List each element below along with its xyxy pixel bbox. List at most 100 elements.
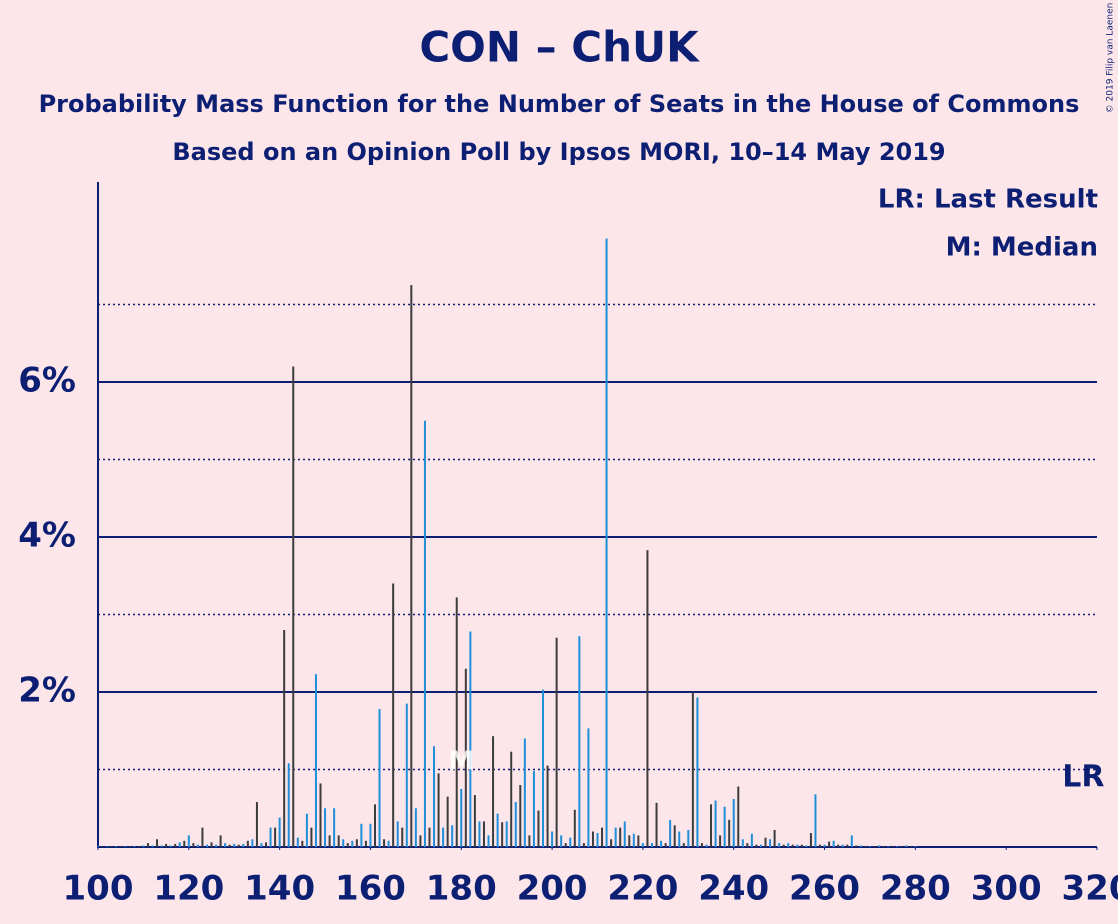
bar [210,842,213,847]
bar [628,835,631,847]
bar [228,844,231,847]
bar [696,697,699,847]
bar [396,821,399,847]
bar [151,845,154,847]
bar [305,813,308,847]
bar [319,783,322,847]
bar [832,840,835,847]
bar [691,691,694,847]
bar [546,765,549,847]
bar [914,846,917,847]
bar [841,844,844,847]
bar [460,788,463,847]
bar [705,844,708,847]
bar [773,829,776,847]
bar [433,746,436,847]
bar [128,846,131,847]
bar [864,846,867,847]
bar [887,846,890,847]
bar [664,843,667,847]
bar [560,835,563,847]
bar [601,827,604,847]
chart-title: CON – ChUK [419,23,700,72]
bar [137,846,140,847]
bar [778,843,781,847]
bar [900,846,903,847]
bar [891,846,894,847]
bar [501,822,504,847]
bar [442,827,445,847]
bar [542,689,545,847]
last-result-label: LR [1062,760,1104,795]
bar [582,843,585,847]
bar [97,846,99,847]
bar [846,844,849,847]
bar [796,844,799,847]
bar [464,668,467,847]
bar [410,285,413,847]
bar [650,843,653,847]
bar [405,703,408,847]
bar [324,808,327,847]
bar [719,835,722,847]
bar [610,839,613,847]
bar [487,835,490,847]
bar [187,835,190,847]
bar [165,843,168,847]
x-tick-label: 220 [607,869,678,909]
bar [619,827,622,847]
bar [110,846,113,847]
bar [310,827,313,847]
bar [378,709,381,847]
bar [274,827,277,847]
y-tick-label: 2% [18,670,76,710]
bar [764,837,767,847]
bar [383,839,386,847]
bar [523,738,526,847]
bar [224,843,227,847]
bar [728,819,731,847]
bar [569,837,572,847]
bar [455,597,458,847]
x-tick-label: 260 [789,869,860,909]
bar [641,843,644,847]
bar [646,550,649,847]
bar [287,763,290,847]
bar [169,845,172,847]
bar [678,831,681,847]
bar [660,840,663,847]
bar [614,827,617,847]
bar [101,846,104,847]
bar [419,835,422,847]
bar [564,843,567,847]
bar [205,844,208,847]
x-tick-label: 320 [1062,869,1118,909]
bar [814,794,817,847]
bar [819,844,822,847]
bar [346,843,349,847]
bar [124,846,127,847]
bar [342,839,345,847]
bar [333,808,336,847]
chart-subtitle: Probability Mass Function for the Number… [39,90,1080,118]
bar [896,846,899,847]
bar [373,804,376,847]
bar [905,845,908,847]
bar [700,843,703,847]
bar [233,843,236,847]
bar [868,846,871,847]
bar [265,842,268,847]
x-tick-label: 100 [63,869,134,909]
x-tick-label: 160 [335,869,406,909]
bar [505,821,508,847]
bar [632,833,635,847]
bar [850,835,853,847]
bar [387,840,390,847]
bar [573,809,576,847]
bar [278,817,281,847]
bar [605,238,608,848]
bar [251,839,254,847]
copyright: © 2019 Filip van Laenen [1106,3,1116,114]
bar [578,636,581,847]
bar [769,839,772,847]
